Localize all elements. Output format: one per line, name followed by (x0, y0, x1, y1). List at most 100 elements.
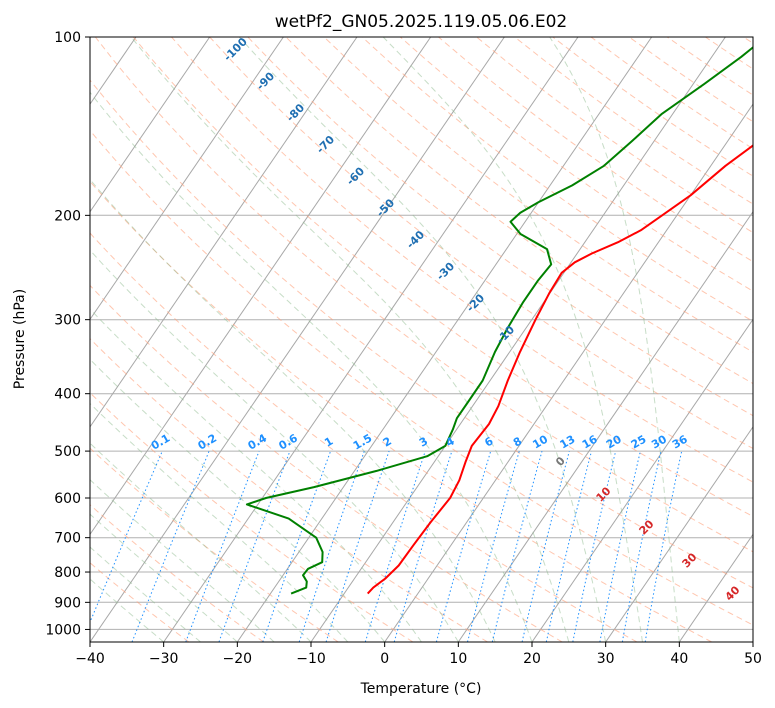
isotherm-line (90, 37, 358, 428)
dry-adiabat-line (90, 392, 414, 642)
x-tick-label: −20 (223, 651, 253, 667)
moist-adiabat-line (90, 546, 201, 642)
y-axis-label: Pressure (hPa) (12, 289, 28, 389)
moist-adiabat-line (90, 178, 496, 642)
isotherm-line (605, 426, 753, 642)
background-lines (0, 37, 753, 642)
moist-adiabat-line (90, 479, 275, 642)
dry-adiabat-line (666, 37, 753, 96)
mixing-ratio-line (393, 450, 453, 642)
mixing-ratio-line (545, 450, 592, 642)
isotherm-line (90, 37, 284, 321)
mixing-ratio-line (572, 450, 617, 642)
dry-adiabat-line (247, 37, 753, 417)
mixing-ratio-label: 20 (604, 432, 624, 451)
isotherm-line (384, 103, 753, 642)
mixing-ratio-label: 4 (444, 434, 457, 449)
mixing-ratio-label: 1 (322, 435, 335, 450)
mixing-ratio-label: 0.4 (246, 431, 270, 452)
dry-adiabat-line (90, 504, 264, 642)
mixing-ratio-line (262, 450, 332, 642)
mixing-ratio-line (467, 450, 520, 642)
moist-adiabat-line (90, 578, 165, 642)
isotherm-line (678, 533, 753, 642)
dry-adiabat-line (361, 37, 753, 322)
series-layer (245, 46, 753, 595)
y-tick-label: 300 (54, 313, 81, 329)
y-tick-label: 500 (54, 444, 81, 460)
dry-adiabat-line (90, 79, 753, 589)
dry-adiabat-line (514, 37, 753, 205)
adiabat-label: -50 (374, 196, 397, 219)
adiabat-label: -70 (314, 133, 337, 156)
mixing-ratio-label: 0.6 (276, 431, 300, 452)
adiabat-label: -30 (434, 260, 457, 283)
dry-adiabat-line (90, 562, 190, 642)
y-tick-label: 700 (54, 531, 81, 547)
moist-adiabat-line (90, 249, 459, 642)
x-axis-label: Temperature (°C) (360, 681, 482, 697)
x-tick-label: 30 (597, 651, 615, 667)
adiabat-label: -40 (404, 228, 427, 251)
mixing-ratio-line (218, 450, 291, 642)
isotherm-line (752, 641, 753, 642)
x-tick-label: 40 (670, 651, 688, 667)
moist-adiabat-line (382, 37, 643, 642)
y-tick-label: 100 (54, 30, 81, 46)
mixing-ratio-label: 0.2 (196, 432, 219, 453)
dry-adiabat-line (90, 180, 712, 642)
mixing-ratio-line (491, 450, 543, 642)
moist-adiabat-line (130, 37, 570, 642)
dry-adiabat-line (133, 37, 753, 518)
dry-adiabat-line (94, 37, 753, 553)
x-tick-label: 20 (523, 651, 541, 667)
y-tick-label: 800 (54, 565, 81, 581)
mixing-ratio-line (621, 450, 662, 642)
adiabat-label: -80 (284, 101, 307, 124)
mixing-ratio-line (298, 450, 365, 642)
x-tick-label: 10 (449, 651, 467, 667)
moist-adiabat-line (90, 91, 533, 642)
mixing-ratio-label: 13 (558, 433, 578, 452)
moist-adiabat-line (90, 402, 349, 642)
dry-adiabat-line (323, 37, 753, 353)
isotherm-line (457, 210, 753, 642)
mixing-ratio-line (185, 450, 260, 642)
mixing-ratio-line (325, 450, 390, 642)
x-tick-label: −10 (296, 651, 326, 667)
dry-adiabat-line (399, 37, 753, 292)
y-tick-label: 600 (54, 491, 81, 507)
mixing-ratio-line (90, 450, 163, 624)
mixing-ratio-label: 16 (580, 432, 600, 451)
isotherm-line (90, 37, 211, 213)
y-tick-label: 200 (54, 208, 81, 224)
mixing-ratio-label: 2 (381, 435, 394, 450)
adiabat-label: -100 (221, 35, 250, 64)
adiabat-label: 0 (553, 454, 568, 469)
dry-adiabat-line (171, 37, 753, 483)
y-axis: 100 200 300 400 500 600 700 800 900 1000 (45, 30, 90, 638)
mixing-ratio-label: 1.5 (351, 432, 374, 453)
adiabat-label: -20 (464, 291, 487, 314)
adiabat-label: 40 (723, 583, 743, 603)
x-axis: −40 −30 −20 −10 0 10 20 30 40 50 (75, 642, 762, 667)
moist-adiabat-line (90, 513, 238, 642)
adiabat-label: 10 (594, 484, 614, 504)
y-tick-label: 900 (54, 595, 81, 611)
dry-adiabat-line (590, 37, 753, 150)
moist-adiabat-line (549, 37, 680, 642)
moist-adiabat-line (90, 358, 386, 642)
mixing-ratio-label: 10 (530, 432, 550, 451)
mixing-ratio-line (364, 450, 426, 642)
dry-adiabat-line (90, 284, 563, 642)
dry-adiabat-line (90, 129, 753, 626)
temperature-profile (366, 144, 753, 595)
isotherm-line (236, 37, 653, 642)
mixing-ratio-line (521, 450, 570, 642)
mixing-ratio-line (599, 450, 641, 642)
isotherm-line (90, 37, 432, 536)
isotherm-line (0, 37, 62, 642)
isotherm-line (531, 318, 753, 642)
moist-adiabat-line (90, 308, 422, 642)
